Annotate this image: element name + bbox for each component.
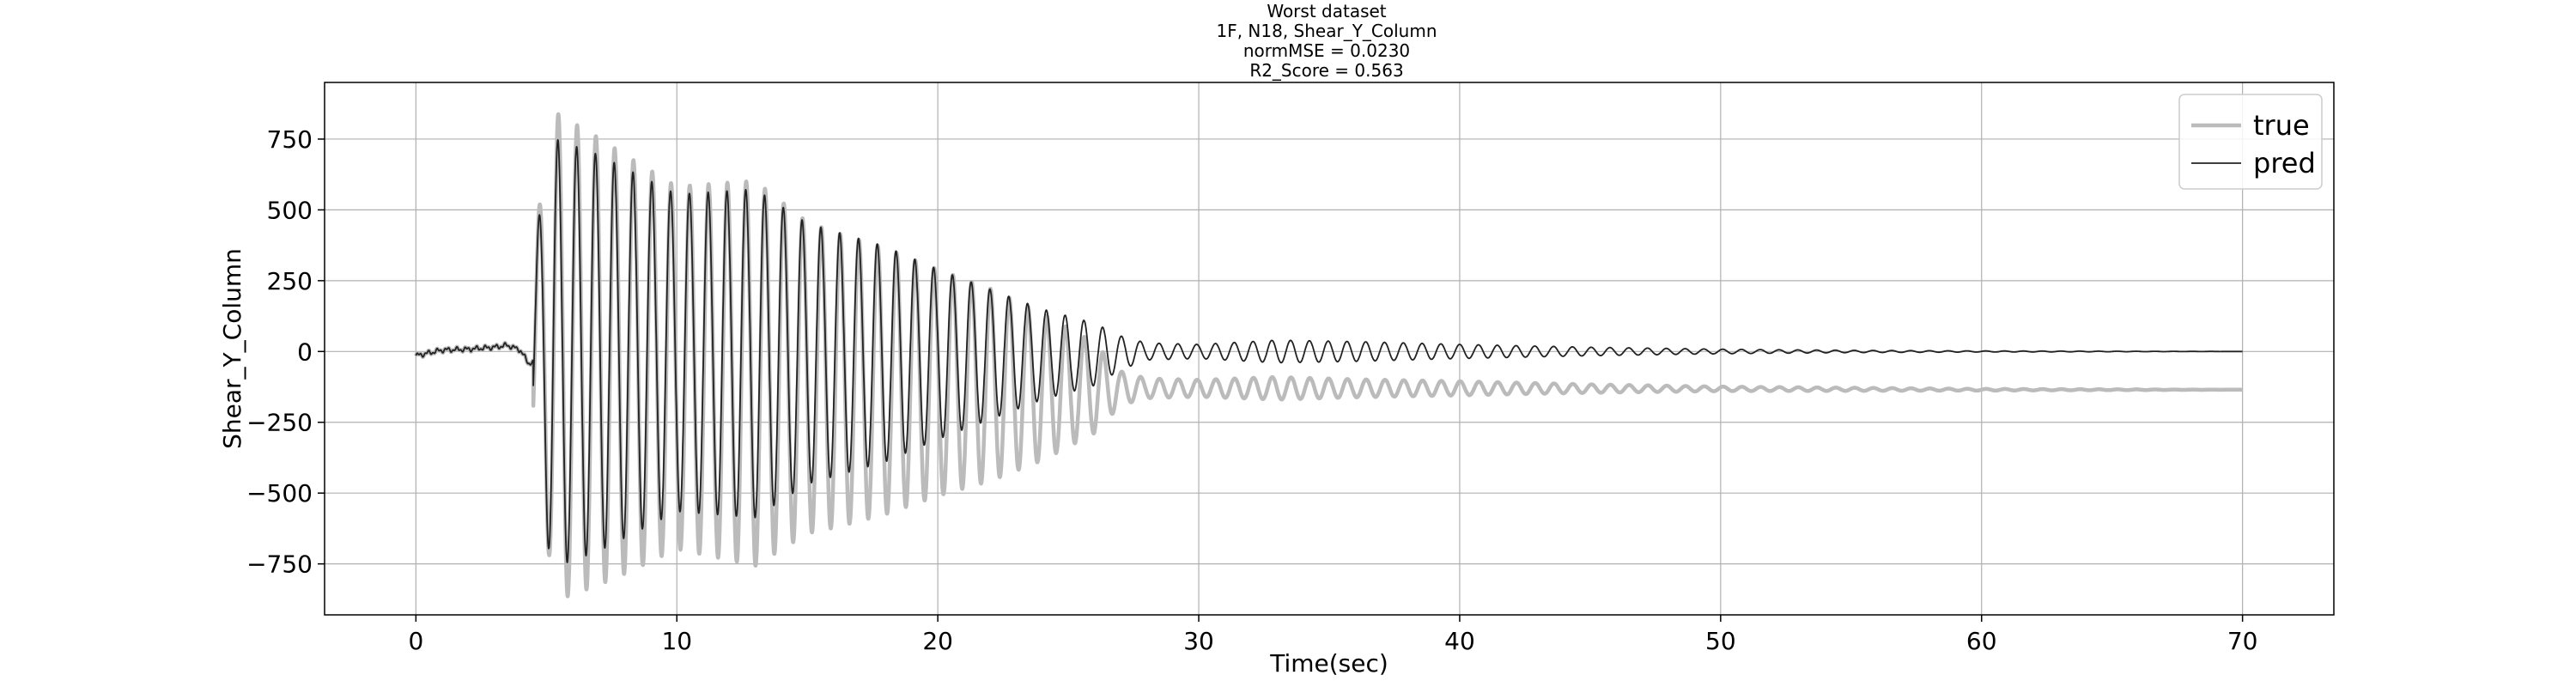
legend: true pred [2178,94,2323,190]
x-tick-label: 50 [1705,627,1736,655]
y-axis-ticks: −750 −500 −250 0 250 500 750 [246,125,325,579]
y-tick-label: 250 [267,267,313,295]
plot-area [414,112,2245,599]
x-tick-label: 20 [922,627,953,655]
title-line-normmse: normMSE = 0.0230 [1243,40,1410,61]
legend-label-true: true [2253,109,2310,142]
x-tick-label: 70 [2227,627,2258,655]
x-tick-label: 40 [1444,627,1475,655]
y-tick-label: 0 [297,337,313,366]
legend-box [2178,94,2323,190]
y-tick-label: −750 [246,550,313,579]
title-line-r2: R2_Score = 0.563 [1249,60,1403,81]
legend-label-pred: pred [2253,147,2316,179]
y-tick-label: 750 [267,125,313,154]
series-line-pred [415,138,2244,563]
chart-title: Worst dataset 1F, N18, Shear_Y_Column no… [1216,1,1437,81]
series-line-true [414,112,2245,599]
y-axis-label: Shear_Y_Column [218,248,246,449]
x-tick-label: 10 [661,627,692,655]
x-axis-label: Time(sec) [1269,649,1388,678]
x-axis-ticks: 0 10 20 30 40 50 60 70 [408,615,2257,655]
y-tick-label: 500 [267,196,313,224]
title-line-dataset: Worst dataset [1267,1,1386,21]
x-tick-label: 30 [1183,627,1214,655]
y-tick-label: −250 [246,409,313,437]
x-tick-label: 60 [1966,627,1997,655]
y-tick-label: −500 [246,479,313,508]
title-line-case: 1F, N18, Shear_Y_Column [1216,21,1437,41]
x-tick-label: 0 [408,627,423,655]
plot-frame [324,82,2335,616]
